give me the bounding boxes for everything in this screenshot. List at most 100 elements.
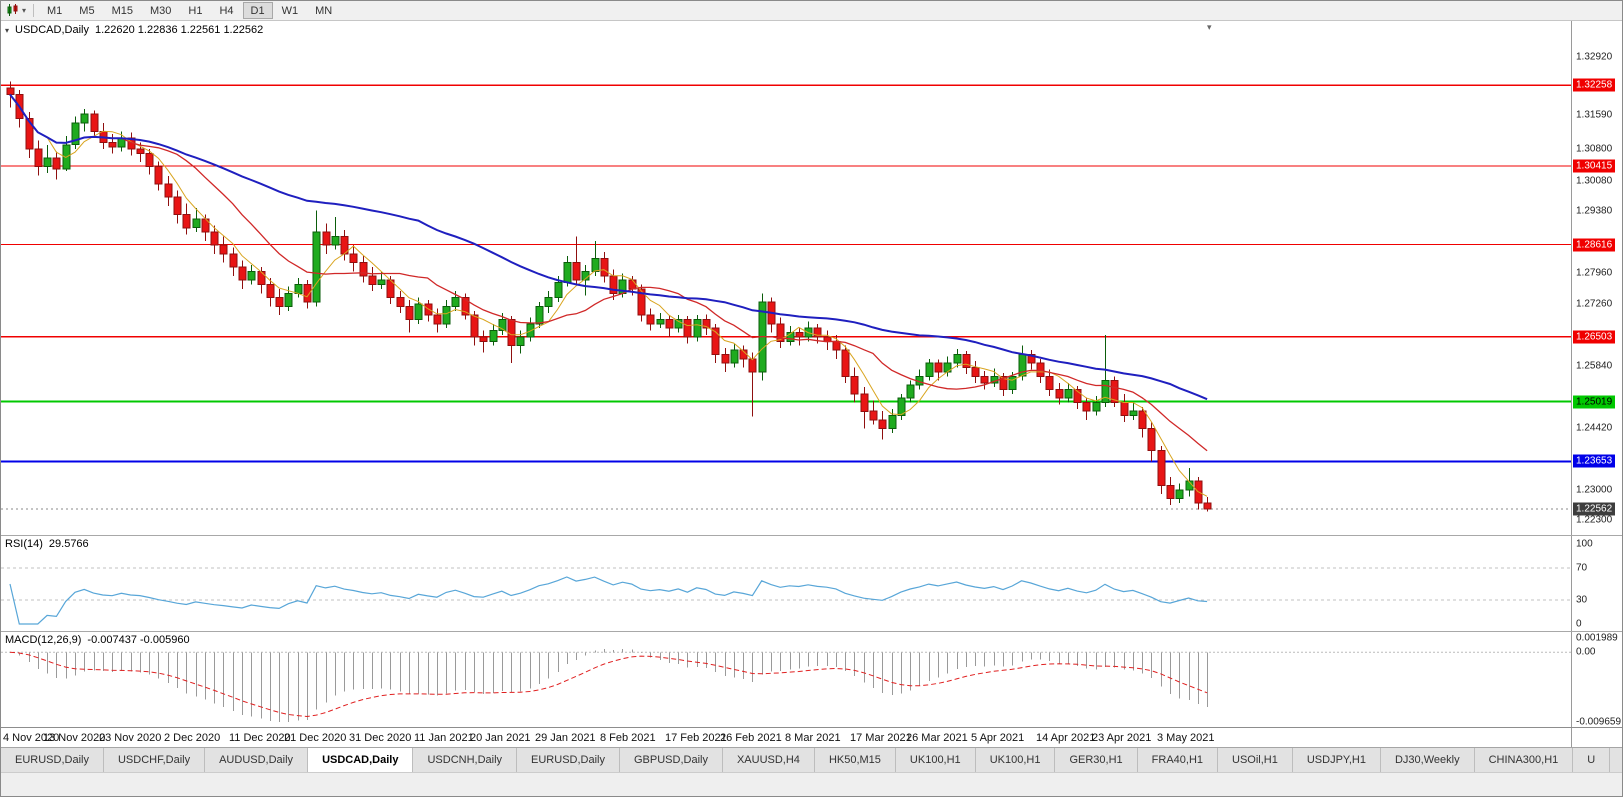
chart-tab-uk100-h1[interactable]: UK100,H1 [975, 748, 1056, 772]
chart-tab-usdcad-daily[interactable]: USDCAD,Daily [308, 748, 414, 772]
candle-body [925, 362, 934, 377]
chart-tab-eurusd-daily[interactable]: EURUSD,Daily [1, 748, 104, 772]
macd-histogram-group [19, 648, 1208, 722]
chart-tab-gbpusd-daily[interactable]: GBPUSD,Daily [620, 748, 723, 772]
candle-body [1092, 402, 1101, 412]
time-axis-label: 26 Feb 2021 [720, 732, 782, 744]
candle-body [479, 336, 488, 342]
candle-body [906, 384, 915, 399]
chart-type-dropdown-icon[interactable]: ▾ [22, 6, 27, 15]
price-level-badge: 1.22562 [1573, 502, 1616, 516]
candle-body [257, 270, 266, 285]
time-axis-label: 20 Jan 2021 [470, 732, 531, 744]
candle-body [173, 196, 182, 216]
chart-tab-china300-h1[interactable]: CHINA300,H1 [1474, 748, 1574, 772]
time-axis-corner [1571, 728, 1622, 747]
price-level-badge: 1.25019 [1573, 395, 1616, 409]
time-axis-label: 23 Apr 2021 [1092, 732, 1152, 744]
price-axis-label: 1.27260 [1576, 298, 1613, 310]
price-panel[interactable]: ▾ USDCAD,Daily 1.22620 1.22836 1.22561 1… [1, 21, 1622, 535]
candle-body [322, 231, 331, 246]
time-axis-label: 23 Nov 2020 [99, 732, 162, 744]
macd-panel[interactable]: MACD(12,26,9) -0.007437 -0.005960 0.0019… [1, 631, 1622, 728]
time-axis-label: 31 Dec 2020 [349, 732, 412, 744]
time-axis-label: 17 Feb 2021 [665, 732, 727, 744]
candle-body [1157, 450, 1166, 487]
rsi-canvas[interactable] [1, 536, 1571, 631]
candle-body [90, 113, 99, 133]
candles-group [6, 81, 1212, 512]
chart-tab-uk100-h1[interactable]: UK100,H1 [895, 748, 976, 772]
timeframe-button-mn[interactable]: MN [315, 4, 333, 17]
macd-axis-label: -0.009659 [1576, 716, 1622, 728]
timeframe-button-m30[interactable]: M30 [149, 4, 172, 17]
rsi-axis-label: 0 [1576, 618, 1582, 630]
time-axis[interactable]: 4 Nov 2020 13 Nov 2020 23 Nov 2020 2 Dec 20… [1, 727, 1622, 747]
chevron-down-icon[interactable]: ▾ [5, 25, 10, 35]
timeframe-button-m5[interactable]: M5 [79, 4, 95, 17]
price-axis-label: 1.24420 [1576, 422, 1613, 434]
candle-body [683, 319, 692, 338]
candle-body [878, 419, 887, 430]
chart-tab-fra40-h1[interactable]: FRA40,H1 [1137, 748, 1219, 772]
candle-body [600, 257, 609, 277]
candle-body [591, 257, 600, 272]
candle-body [563, 262, 572, 283]
candle-body [711, 327, 720, 355]
price-axis[interactable]: 1.32920 1.32258 1.31590 1.30800 1.30415 1.300… [1571, 21, 1622, 535]
timeframe-buttons: M1 M5 M15 M30 H1 H4 D1 W1 MN [39, 2, 340, 19]
price-level-badge: 1.30415 [1573, 159, 1616, 173]
macd-canvas[interactable] [1, 632, 1571, 727]
rsi-value: 29.5766 [48, 538, 89, 550]
ma-fast-orange [9, 94, 1208, 497]
timeframe-button-m1[interactable]: M1 [47, 4, 63, 17]
candle-body [507, 319, 516, 347]
chart-tab-usoil-h1[interactable]: USOil,H1 [1218, 748, 1293, 772]
candle-body [52, 157, 61, 170]
candle-body [414, 303, 423, 321]
timeframe-button-w1[interactable]: W1 [281, 4, 299, 17]
time-axis-label: 8 Feb 2021 [600, 732, 656, 744]
timeframe-button-m15[interactable]: M15 [111, 4, 133, 17]
candle-body [238, 266, 247, 281]
chart-tab-audusd-daily[interactable]: AUDUSD,Daily [205, 748, 309, 772]
macd-name: MACD(12,26,9) [5, 634, 82, 646]
candle-body [396, 297, 405, 307]
rsi-axis-label: 30 [1576, 594, 1588, 606]
chart-tab-xauusd-h4[interactable]: XAUUSD,H4 [722, 748, 815, 772]
chart-tab-hk50-m15[interactable]: HK50,M15 [814, 748, 896, 772]
rsi-label: RSI(14) 29.5766 [5, 538, 89, 550]
candle-body [498, 319, 507, 331]
candle-body [1129, 410, 1138, 417]
candle-body [971, 367, 980, 377]
timeframe-button-h1[interactable]: H1 [188, 4, 203, 17]
time-axis-label: 17 Mar 2021 [850, 732, 912, 744]
chart-tab-usdchf-daily[interactable]: USDCHF,Daily [103, 748, 206, 772]
chart-type-icon[interactable] [4, 3, 22, 19]
chart-tab-usdjpy-h1[interactable]: USDJPY,H1 [1292, 748, 1381, 772]
chart-menu-icon[interactable]: ▾ [1207, 22, 1212, 32]
timeframe-button-h4[interactable]: H4 [219, 4, 234, 17]
candle-body [489, 329, 498, 342]
timeframe-button-d1[interactable]: D1 [242, 2, 273, 19]
candle-body [303, 284, 312, 303]
chart-tab-usdcnh-daily[interactable]: USDCNH,Daily [413, 748, 518, 772]
candle-body [1120, 402, 1129, 417]
time-axis-label: 5 Apr 2021 [971, 732, 1025, 744]
chart-tab-eurusd-daily[interactable]: EURUSD,Daily [517, 748, 620, 772]
chart-tab-u[interactable]: U [1573, 748, 1611, 772]
rsi-panel[interactable]: RSI(14) 29.5766 100 70 30 0 [1, 535, 1622, 631]
chart-tab-dj30-weekly[interactable]: DJ30,Weekly [1380, 748, 1475, 772]
candle-body [721, 353, 730, 364]
price-chart-canvas[interactable] [1, 21, 1571, 535]
candle-body [136, 148, 145, 155]
candle-body [247, 270, 256, 281]
rsi-name: RSI(14) [5, 538, 43, 550]
candle-body [192, 218, 201, 229]
price-axis-label: 1.32920 [1576, 51, 1613, 63]
macd-axis-label: 0.00 [1576, 646, 1596, 658]
candle-body [1203, 502, 1212, 510]
candle-body [841, 349, 850, 377]
chart-tab-ger30-h1[interactable]: GER30,H1 [1055, 748, 1138, 772]
